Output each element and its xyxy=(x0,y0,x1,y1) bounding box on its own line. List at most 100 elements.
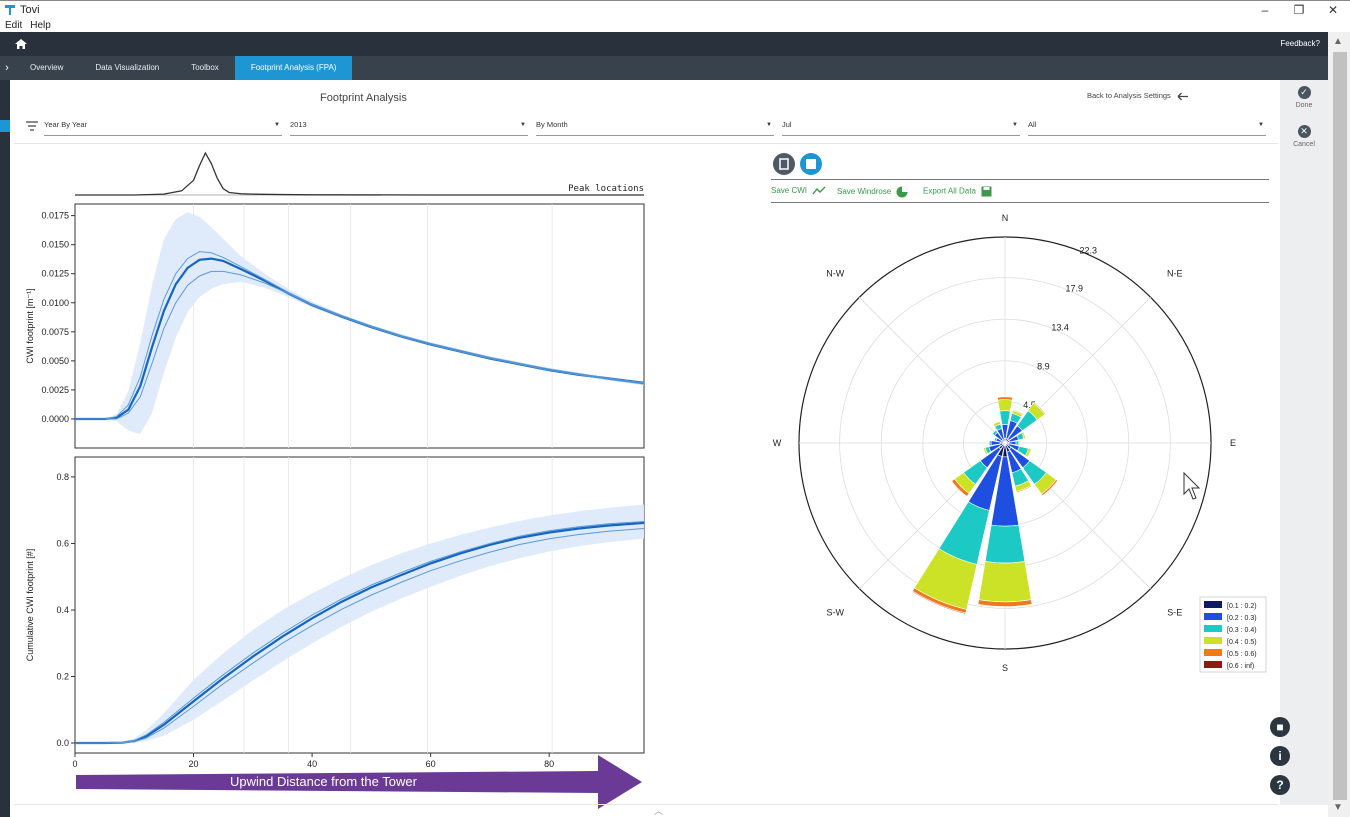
tab-overview[interactable]: Overview xyxy=(30,63,64,72)
windrose-bar-segment xyxy=(911,590,967,615)
chevron-down-icon: ▼ xyxy=(520,122,526,128)
rail-active-marker xyxy=(0,120,10,132)
windrose-bar-segment xyxy=(991,429,998,436)
scroll-down-icon[interactable]: ▼ xyxy=(1333,802,1343,813)
close-button[interactable]: ✕ xyxy=(1327,3,1339,17)
done-label: Done xyxy=(1295,102,1313,109)
table-view-icon[interactable] xyxy=(800,153,822,175)
windrose-bar-segment xyxy=(983,447,989,456)
windrose-legend-swatch xyxy=(1204,625,1222,632)
export-all-button[interactable]: Export All Data xyxy=(923,186,992,197)
export-all-label: Export All Data xyxy=(923,186,976,196)
map-view-icon[interactable] xyxy=(773,153,795,175)
close-circle-icon: ✕ xyxy=(1297,125,1311,138)
toolbar-divider xyxy=(771,179,1269,180)
windrose-direction-label: N-E xyxy=(1167,268,1183,278)
windrose-legend-swatch xyxy=(1204,649,1222,656)
windrose-radial-label: 4.5 xyxy=(1023,400,1036,410)
chevron-down-icon: ▼ xyxy=(1258,122,1264,128)
windrose-bar-segment xyxy=(997,399,1013,412)
windrose-bar-segment xyxy=(1041,479,1059,497)
filter-bar: Year By Year ▼ 2013 ▼ By Month ▼ Jul ▼ All ▼ xyxy=(22,117,1272,137)
cumulative-panel-ytick-label: 0.2 xyxy=(56,672,69,682)
filter-icon[interactable] xyxy=(26,121,38,131)
cumulative-panel-ytick-label: 0.6 xyxy=(56,538,69,548)
feedback-link[interactable]: Feedback? xyxy=(1280,39,1320,48)
chevron-up-icon[interactable]: ︿ xyxy=(654,806,664,816)
info-icon[interactable]: i xyxy=(1270,746,1290,766)
done-button[interactable]: ✓ Done xyxy=(1280,86,1328,109)
report-icon[interactable]: ■ xyxy=(1270,717,1290,737)
windrose-bar-segment xyxy=(984,524,1026,564)
window-titlebar: Tovi – ❐ ✕ xyxy=(0,0,1350,19)
tab-footprint-analysis[interactable]: Footprint Analysis (FPA) xyxy=(234,56,353,80)
tab-data-visualization[interactable]: Data Visualization xyxy=(95,63,160,72)
cumulative-panel-ytick-label: 0.4 xyxy=(56,605,69,615)
cumulative-panel-xtick-label: 40 xyxy=(307,759,317,769)
windrose-bar-segment xyxy=(997,396,1013,401)
footprint-panel-ytick-label: 0.0075 xyxy=(41,327,69,337)
menu-help[interactable]: Help xyxy=(30,20,51,31)
windrose-bar-segment xyxy=(978,561,1032,603)
save-cwi-button[interactable]: Save CWI xyxy=(771,186,826,195)
back-to-settings-link[interactable]: Back to Analysis Settings xyxy=(1087,91,1189,101)
grouping-select[interactable]: By Month ▼ xyxy=(536,117,774,136)
windrose-direction-label: N xyxy=(1002,213,1009,223)
chevron-down-icon: ▼ xyxy=(274,122,280,128)
upwind-arrow-text: Upwind Distance from the Tower xyxy=(230,774,417,789)
sidebar-toggle-icon[interactable]: › xyxy=(0,56,14,80)
home-icon[interactable] xyxy=(14,37,28,51)
windrose-bar-segment xyxy=(1032,401,1047,416)
chevron-down-icon: ▼ xyxy=(1012,122,1018,128)
window-controls: – ❐ ✕ xyxy=(1248,1,1350,20)
scrollbar[interactable]: ▲ ▼ xyxy=(1328,32,1350,817)
cumulative-panel-series-line xyxy=(75,528,645,744)
footprint-panel-ytick-label: 0.0150 xyxy=(41,240,69,250)
toolbar-divider xyxy=(771,202,1269,203)
windrose-legend-label: [0.6 : inf) xyxy=(1227,663,1254,670)
month-select[interactable]: Jul ▼ xyxy=(782,117,1020,136)
footprint-panel-ytick-label: 0.0100 xyxy=(41,298,69,308)
year-select[interactable]: 2013 ▼ xyxy=(290,117,528,136)
bottom-divider xyxy=(14,804,1278,805)
restore-button[interactable]: ❐ xyxy=(1293,3,1305,17)
save-cwi-label: Save CWI xyxy=(771,186,808,195)
windrose-bar-segment xyxy=(1024,448,1032,458)
scroll-up-icon[interactable]: ▲ xyxy=(1333,36,1343,47)
help-icon[interactable]: ? xyxy=(1270,775,1290,795)
windrose-radial-label: 22.3 xyxy=(1079,245,1097,255)
cumulative-panel-xtick-label: 80 xyxy=(544,759,554,769)
period-select[interactable]: Year By Year ▼ xyxy=(44,117,282,136)
scroll-thumb[interactable] xyxy=(1333,52,1347,800)
footprint-panel-ytick-label: 0.0125 xyxy=(41,269,69,279)
subset-select[interactable]: All ▼ xyxy=(1028,117,1266,136)
footprint-panel-series-line xyxy=(75,251,645,420)
windrose-bar-segment xyxy=(951,478,970,497)
footprint-panel-ytick-label: 0.0025 xyxy=(41,385,69,395)
footprint-panel-series-line xyxy=(75,270,645,420)
cumulative-panel-ytick-label: 0.8 xyxy=(56,472,69,482)
windrose-legend-label: [0.3 : 0.4) xyxy=(1227,627,1257,634)
windrose-direction-label: S xyxy=(1002,663,1008,673)
cumulative-panel-series-line xyxy=(75,521,645,745)
save-windrose-button[interactable]: Save Windrose xyxy=(837,186,908,198)
windrose-spoke xyxy=(859,297,1006,444)
windrose-radial-label: 8.9 xyxy=(1037,362,1050,372)
menu-bar: Edit Help xyxy=(0,19,1350,32)
minimize-button[interactable]: – xyxy=(1261,3,1269,17)
footprint-chart: Peak locations 0.0000 0.0025 0.0050 0.0075 0.… xyxy=(25,151,645,769)
tab-toolbox[interactable]: Toolbox xyxy=(191,63,219,72)
chevron-down-icon: ▼ xyxy=(766,122,772,128)
peak-curve xyxy=(75,151,644,196)
cumulative-panel-xtick-label: 0 xyxy=(72,759,77,769)
save-disk-icon xyxy=(981,186,992,197)
cancel-button[interactable]: ✕ Cancel xyxy=(1280,125,1328,148)
cumulative-panel-ytick-label: 0.0 xyxy=(56,738,69,748)
windrose-legend-swatch xyxy=(1204,613,1222,620)
tab-bar: Overview Data Visualization Toolbox Foot… xyxy=(14,56,1328,80)
menu-edit[interactable]: Edit xyxy=(5,20,23,31)
save-windrose-label: Save Windrose xyxy=(837,187,892,197)
windrose-radial-label: 13.4 xyxy=(1051,323,1069,333)
windrose-direction-label: S-E xyxy=(1167,608,1182,618)
action-panel: ✓ Done ✕ Cancel xyxy=(1280,80,1328,805)
